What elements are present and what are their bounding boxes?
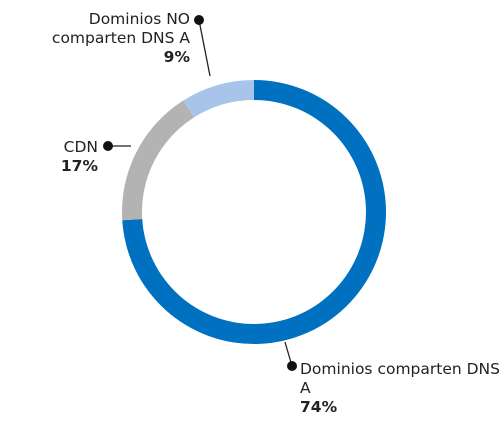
category-name: Dominios NO comparten DNS A xyxy=(51,10,190,47)
category-name: Dominios comparten DNS A xyxy=(300,360,500,397)
value-label: 17% xyxy=(60,157,98,175)
leader-line xyxy=(198,19,211,77)
category-name: CDN xyxy=(63,138,98,156)
slice-label: Dominios NO comparten DNS A 9% xyxy=(0,10,190,67)
label-dot xyxy=(103,141,113,151)
label-dot xyxy=(194,15,204,25)
value-label: 9% xyxy=(163,48,190,66)
donut-slice xyxy=(183,80,254,118)
value-label: 74% xyxy=(300,398,338,416)
label-dot xyxy=(287,361,297,371)
slice-label: CDN 17% xyxy=(10,138,98,176)
slice-label: Dominios comparten DNS A 74% xyxy=(300,360,500,417)
donut-slice xyxy=(122,100,194,221)
